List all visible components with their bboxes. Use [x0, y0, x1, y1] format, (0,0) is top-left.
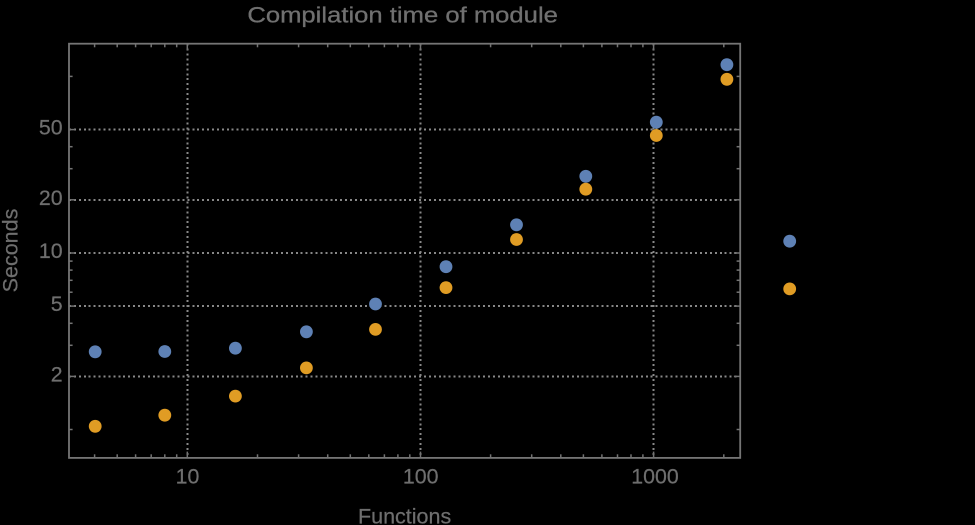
svg-text:50: 50: [39, 116, 63, 140]
svg-text:10: 10: [39, 239, 63, 263]
svg-text:5: 5: [51, 292, 63, 316]
svg-text:Seconds: Seconds: [0, 209, 23, 293]
svg-text:Functions: Functions: [358, 505, 451, 525]
svg-text:100: 100: [403, 465, 439, 489]
svg-text:1000: 1000: [631, 465, 679, 489]
svg-text:Compilation time of module: Compilation time of module: [247, 3, 558, 28]
svg-text:20: 20: [39, 186, 63, 210]
svg-text:10: 10: [176, 465, 200, 489]
svg-text:2: 2: [51, 363, 63, 387]
